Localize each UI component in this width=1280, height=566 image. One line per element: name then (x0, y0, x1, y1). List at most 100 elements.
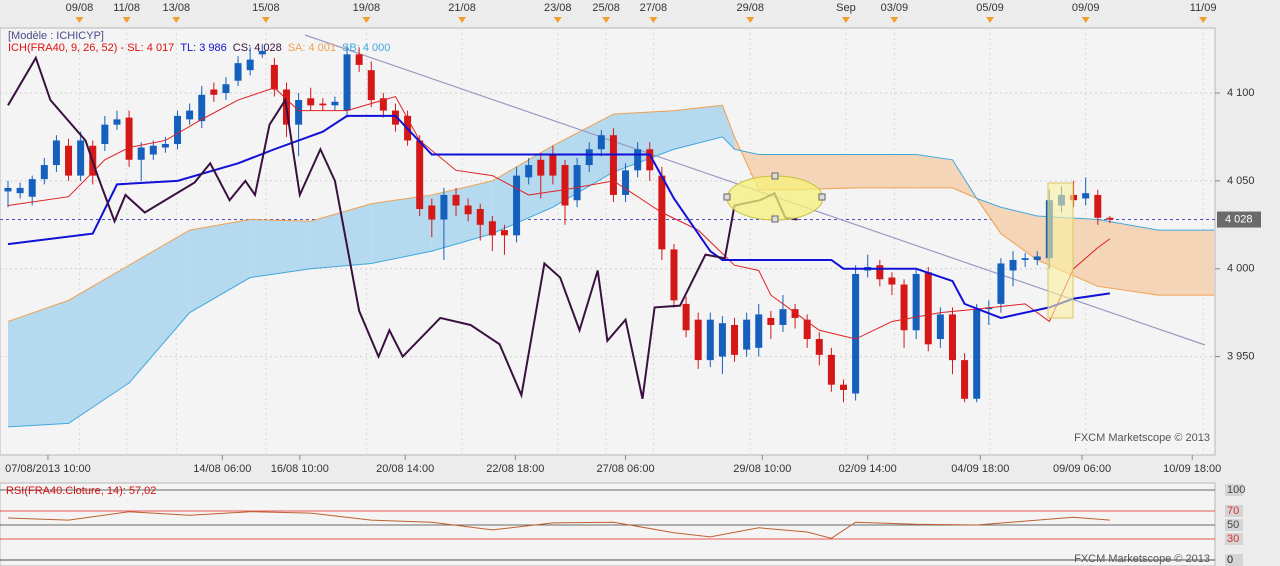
candle-body (743, 319, 751, 350)
x-tick-label: 29/08 10:00 (733, 463, 791, 475)
x-tick-label-top: 11/08 (113, 2, 140, 14)
watermark: FXCM Marketscope © 2013 (1074, 432, 1210, 444)
x-tick-label: 14/08 06:00 (193, 463, 251, 475)
candle-body (40, 165, 48, 180)
x-tick-marker (986, 17, 995, 23)
price-label: 4 028 (1225, 213, 1253, 225)
x-tick-label-top: 05/09 (976, 2, 1004, 14)
watermark: FXCM Marketscope © 2013 (1074, 553, 1210, 565)
candle-body (1033, 256, 1041, 260)
highlight-band (1047, 182, 1074, 319)
candle-body (900, 284, 908, 331)
candle-body (924, 272, 932, 345)
candle-body (997, 263, 1005, 304)
candle-body (198, 94, 206, 122)
x-tick-marker (122, 17, 131, 23)
rsi-line (7, 511, 1110, 539)
candle-body (803, 319, 811, 340)
legend: ICH(FRA40, 9, 26, 52) - SL: 4 017 TL: 3 9… (8, 42, 390, 54)
candle-body (682, 303, 690, 331)
cloud-fill (371, 194, 432, 264)
y-tick-label: 4 000 (1227, 263, 1255, 275)
candle-body (174, 115, 182, 144)
candle-body (597, 135, 605, 150)
x-tick-label: 09/09 06:00 (1053, 463, 1111, 475)
candle-body (319, 103, 327, 106)
candle-body (367, 70, 375, 101)
candle-body (428, 205, 436, 220)
y-tick-box (1225, 533, 1243, 545)
x-tick-label: 27/08 06:00 (596, 463, 654, 475)
candle-body (961, 360, 969, 399)
cloud-fill (855, 154, 917, 188)
x-tick-label-top: 09/09 (1072, 2, 1100, 14)
candle-body (827, 354, 835, 385)
x-tick-label-top: 19/08 (353, 2, 381, 14)
y-tick-box (1225, 505, 1243, 517)
handle (771, 215, 779, 223)
x-tick-marker (553, 17, 562, 23)
x-tick-marker (458, 17, 467, 23)
candle-body (815, 339, 823, 355)
model-label: [Modèle : ICHICYP] (8, 30, 104, 42)
candle-body (1082, 193, 1090, 199)
x-tick-label-top: 15/08 (252, 2, 280, 14)
y-tick-box (1225, 484, 1243, 496)
x-tick-label-top: 27/08 (640, 2, 668, 14)
cloud-fill (916, 154, 953, 188)
candle-body (622, 170, 630, 195)
x-tick-marker (362, 17, 371, 23)
candle-body (609, 135, 617, 195)
candle-body (791, 309, 799, 318)
x-tick-label-top: 29/08 (736, 2, 764, 14)
candle-body (525, 165, 533, 178)
y-tick-label: 100 (1227, 484, 1245, 496)
candle-body (779, 309, 787, 325)
candle-body (391, 110, 399, 125)
x-tick-marker (649, 17, 658, 23)
x-tick-label: 10/09 18:00 (1163, 463, 1221, 475)
candle-body (416, 140, 424, 209)
cloud-span (7, 136, 1215, 428)
y-tick-label: 30 (1227, 533, 1239, 545)
candle-body (852, 274, 860, 394)
y-tick-label: 0 (1227, 554, 1233, 566)
y-tick-label: 3 950 (1227, 351, 1255, 363)
candle-body (355, 54, 363, 65)
cloud-fill (68, 265, 130, 424)
candle-body (1021, 258, 1029, 260)
cloud-fill (1000, 207, 1038, 260)
x-tick-label-top: 21/08 (448, 2, 476, 14)
legend-entry: ICH(FRA40, 9, 26, 52) - SL: 4 017 (8, 42, 174, 54)
candle-body (646, 149, 654, 171)
candle-body (573, 165, 581, 201)
candle-body (307, 98, 315, 106)
legend-entry: SA: 4 001 (288, 42, 336, 54)
handle (723, 193, 731, 201)
x-tick-label: 22/08 18:00 (486, 463, 544, 475)
x-tick-label: 02/09 14:00 (839, 463, 897, 475)
x-tick-marker (746, 17, 755, 23)
candle-body (537, 159, 545, 176)
x-tick-label: 16/08 10:00 (271, 463, 329, 475)
y-tick-label: 50 (1227, 519, 1239, 531)
candle-body (973, 309, 981, 399)
candle-body (706, 319, 714, 361)
candle-body (246, 59, 254, 71)
cloud-fill (1158, 230, 1215, 296)
candle-body (936, 314, 944, 340)
cloud-fill (129, 230, 190, 383)
candle-body (186, 110, 194, 120)
rsi-title: RSI(FRA40.Cloture, 14): 57,02 (6, 485, 156, 497)
y-tick-box (1225, 554, 1243, 566)
candle-body (295, 100, 303, 125)
x-tick-label: 20/08 14:00 (376, 463, 434, 475)
candle-body (77, 140, 85, 176)
candle-body (634, 149, 642, 171)
candle-body (755, 314, 763, 348)
x-tick-marker (75, 17, 84, 23)
candle-body (840, 384, 848, 390)
candle-body (1094, 194, 1102, 218)
